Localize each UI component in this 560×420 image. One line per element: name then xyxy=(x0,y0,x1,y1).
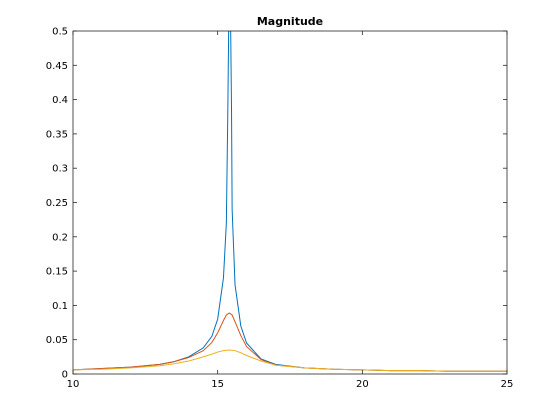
x-tick-label: 10 xyxy=(67,379,80,390)
series-line-3 xyxy=(73,349,507,372)
chart-title: Magnitude xyxy=(257,15,323,28)
y-tick-label: 0.25 xyxy=(46,198,68,209)
y-tick-label: 0.15 xyxy=(46,267,68,278)
y-tick-label: 0.1 xyxy=(52,301,68,312)
x-tick-label: 20 xyxy=(356,379,369,390)
y-tick-label: 0.3 xyxy=(52,164,68,175)
y-tick-label: 0.2 xyxy=(52,232,68,243)
series-layer xyxy=(73,31,507,372)
x-tick-label: 15 xyxy=(211,379,224,390)
ticks-layer: 10 15 20 25 0 0.05 0.1 0.15 0.2 0.25 0.3 0.35 0.4 0.4… xyxy=(46,27,514,391)
y-tick-label: 0.05 xyxy=(46,335,68,346)
y-tick-label: 0.35 xyxy=(46,129,68,140)
y-tick-label: 0.4 xyxy=(52,95,68,106)
y-tick-label: 0.45 xyxy=(46,61,68,72)
x-tick-label: 25 xyxy=(501,379,514,390)
y-tick-label: 0 xyxy=(62,370,68,381)
y-tick-label: 0.5 xyxy=(52,27,68,38)
plot-area xyxy=(73,31,507,374)
